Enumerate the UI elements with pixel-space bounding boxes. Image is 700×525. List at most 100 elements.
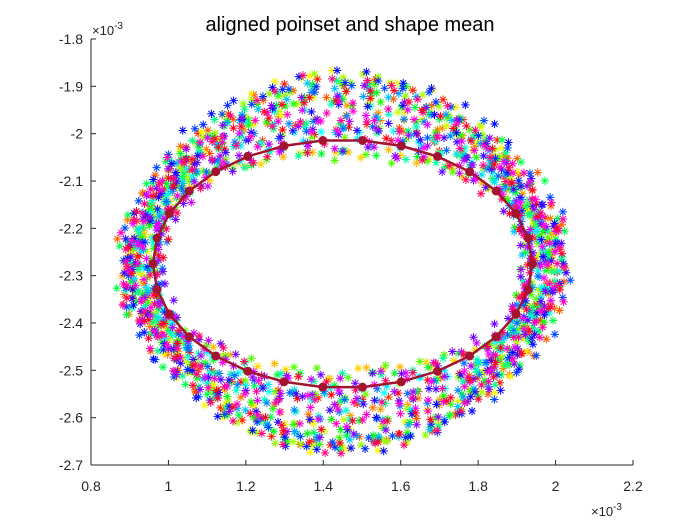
- pointset-point: [483, 382, 493, 391]
- pointset-point: [187, 366, 197, 375]
- pointset-point: [518, 276, 528, 286]
- pointset-point: [514, 176, 523, 185]
- pointset-point: [433, 125, 442, 135]
- pointset-point: [205, 168, 214, 178]
- pointset-point: [514, 364, 524, 374]
- pointset-point: [373, 437, 383, 447]
- pointset-point: [553, 280, 563, 290]
- pointset-point: [205, 176, 215, 185]
- pointset-point: [498, 328, 508, 337]
- pointset-point: [546, 214, 555, 223]
- pointset-point: [184, 341, 194, 350]
- pointset-point: [471, 126, 480, 135]
- pointset-point: [343, 444, 353, 454]
- pointset-point: [266, 412, 275, 422]
- pointset-point: [143, 298, 153, 307]
- pointset-point: [547, 198, 556, 207]
- pointset-point: [241, 112, 251, 122]
- pointset-point: [455, 169, 464, 178]
- pointset-point: [499, 172, 509, 182]
- pointset-point: [218, 121, 227, 130]
- pointset-point: [224, 375, 234, 385]
- pointset-point: [328, 437, 337, 447]
- pointset-point: [264, 423, 273, 432]
- pointset-point: [246, 132, 256, 141]
- pointset-point: [133, 240, 143, 249]
- pointset-point: [249, 129, 259, 138]
- pointset-point: [486, 158, 496, 168]
- pointset-point: [497, 143, 507, 153]
- pointset-point: [210, 115, 219, 124]
- pointset-point: [201, 358, 210, 368]
- pointset-point: [412, 158, 421, 168]
- pointset-point: [159, 253, 168, 262]
- shape-mean-point: [152, 285, 162, 295]
- pointset-point: [438, 124, 447, 133]
- pointset-point: [401, 155, 411, 164]
- pointset-point: [418, 90, 428, 100]
- pointset-point: [223, 118, 232, 127]
- pointset-point: [160, 307, 169, 317]
- pointset-point: [126, 252, 136, 262]
- pointset-point: [455, 144, 465, 153]
- pointset-point: [344, 123, 353, 132]
- pointset-point: [122, 310, 131, 319]
- pointset-point: [139, 303, 149, 312]
- pointset-point: [452, 408, 462, 417]
- pointset-point: [439, 350, 449, 360]
- pointset-point: [343, 373, 353, 382]
- pointset-point: [167, 159, 176, 168]
- pointset-point: [459, 156, 469, 165]
- pointset-point: [198, 152, 208, 161]
- pointset-point: [342, 101, 352, 110]
- pointset-point: [167, 177, 177, 186]
- pointset-point: [163, 153, 172, 162]
- pointset-point: [557, 255, 566, 264]
- pointset-point: [122, 281, 132, 291]
- pointset-point: [216, 339, 225, 348]
- pointset-point: [308, 390, 317, 399]
- pointset-point: [502, 159, 511, 168]
- shape-mean-point: [465, 351, 475, 361]
- pointset-point: [531, 299, 541, 309]
- pointset-point: [379, 436, 388, 445]
- pointset-point: [373, 76, 383, 86]
- pointset-point: [160, 279, 170, 288]
- pointset-point: [146, 254, 156, 264]
- pointset-point: [135, 319, 145, 329]
- pointset-point: [181, 380, 190, 389]
- pointset-point: [359, 399, 368, 409]
- pointset-point: [192, 167, 201, 176]
- pointset-point: [185, 348, 194, 357]
- pointset-point: [251, 116, 260, 125]
- pointset-point: [395, 127, 404, 136]
- pointset-point: [172, 355, 181, 365]
- pointset-point: [154, 255, 163, 265]
- pointset-point: [202, 347, 212, 357]
- pointset-point: [457, 136, 466, 146]
- pointset-point: [173, 339, 182, 348]
- pointset-point: [505, 344, 514, 354]
- pointset-point: [206, 398, 215, 407]
- pointset-point: [531, 213, 540, 223]
- pointset-point: [146, 311, 155, 321]
- pointset-point: [214, 135, 223, 145]
- pointset-point: [138, 214, 148, 224]
- y-tick-label: -2.2: [59, 220, 83, 236]
- pointset-point: [181, 144, 191, 154]
- pointset-point: [352, 394, 362, 403]
- y-tick-label: -2.4: [59, 315, 83, 331]
- pointset-point: [298, 71, 308, 80]
- pointset-point: [372, 88, 381, 97]
- pointset-point: [269, 427, 278, 436]
- pointset-point: [503, 330, 512, 340]
- pointset-point: [336, 441, 346, 450]
- pointset-point: [505, 371, 515, 381]
- pointset-point: [460, 143, 470, 153]
- pointset-point: [475, 370, 484, 379]
- pointset-point: [365, 94, 375, 103]
- pointset-point: [402, 134, 411, 144]
- pointset-point: [220, 144, 229, 154]
- pointset-point: [453, 402, 462, 411]
- pointset-point: [133, 242, 142, 251]
